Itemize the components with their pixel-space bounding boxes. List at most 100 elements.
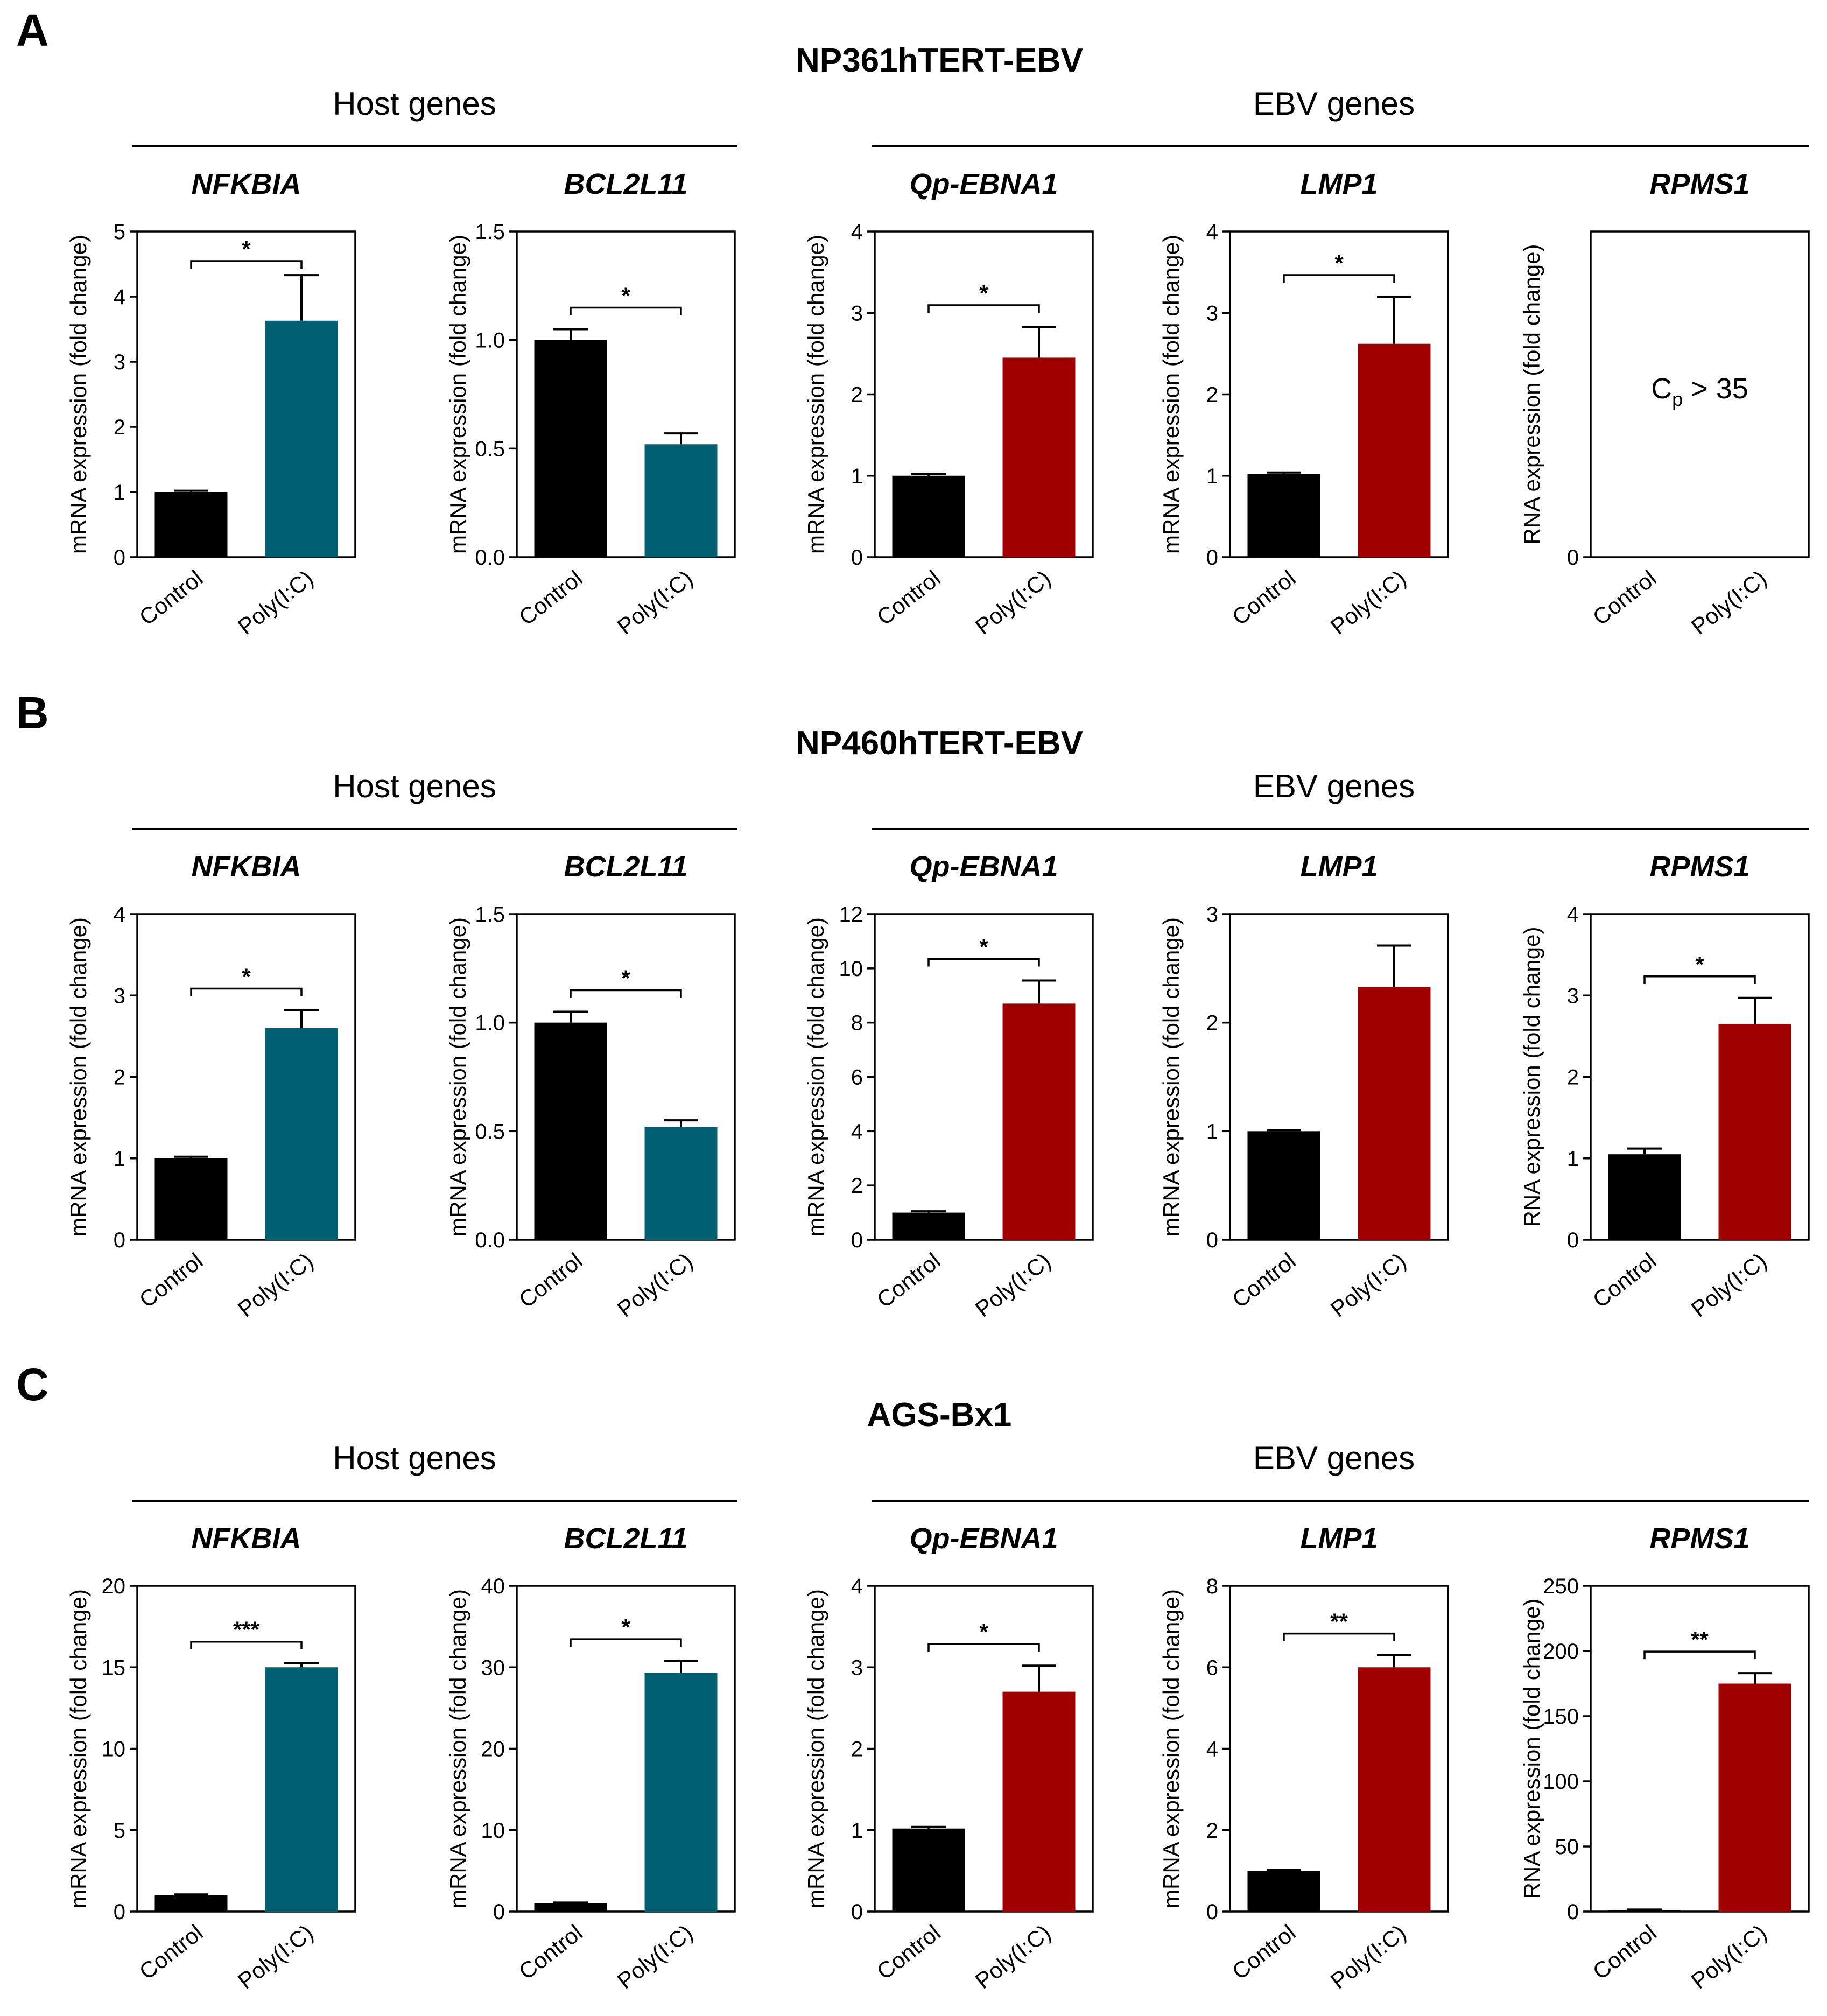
y-tick-label: 2 [1567, 1066, 1579, 1090]
y-tick-label: 20 [481, 1738, 505, 1761]
gene-title: NFKBIA [192, 1522, 301, 1555]
panel-letter-c: C [16, 1359, 49, 1410]
category-label-control: Control [1588, 1248, 1661, 1312]
bar-poly-ic [1002, 1003, 1076, 1240]
chart-qp-ebna1: Qp-EBNA1 0 1 2 3 4 mRNA expression (fold chang… [803, 1522, 1094, 1994]
category-label-control: Control [1588, 1920, 1661, 1984]
y-tick-label: 0.0 [475, 1228, 505, 1252]
y-tick-label: 1 [851, 1819, 863, 1843]
y-axis-label: mRNA expression (fold change) [1158, 235, 1184, 554]
y-tick-label: 0 [1567, 1900, 1579, 1924]
y-tick-label: 1 [1567, 1147, 1579, 1171]
category-label-poly-ic: Poly(I:C) [1326, 565, 1411, 640]
bar-poly-ic [1718, 1024, 1791, 1240]
bar-poly-ic [1358, 343, 1431, 557]
y-tick-label: 0 [114, 1228, 125, 1252]
y-tick-label: 4 [114, 285, 125, 309]
significance-bracket [190, 1640, 303, 1649]
plot-frame [136, 230, 356, 558]
y-tick-label: 0 [1567, 1228, 1579, 1252]
y-tick-label: 2 [114, 1066, 125, 1090]
y-tick-label: 3 [851, 1656, 863, 1680]
plot-frame [1590, 230, 1810, 558]
y-axis-label: mRNA expression (fold change) [66, 1589, 91, 1908]
y-tick-label: 4 [114, 903, 125, 926]
y-tick-label: 250 [1543, 1575, 1579, 1598]
bar-poly-ic [644, 1127, 718, 1240]
gene-title: RPMS1 [1649, 168, 1749, 200]
y-tick-label: 0 [1206, 1228, 1218, 1252]
y-tick-label: 1.0 [475, 329, 505, 353]
category-label-control: Control [135, 1920, 208, 1984]
significance-bracket [1283, 1632, 1395, 1641]
category-label-poly-ic: Poly(I:C) [613, 565, 698, 640]
category-label-control: Control [135, 1248, 208, 1312]
significance-bracket [927, 304, 1040, 313]
bar-control [154, 492, 228, 557]
y-tick-label: 2 [114, 416, 125, 439]
cp-note: Cp > 35 [1651, 373, 1748, 410]
chart-nfkbia: NFKBIA 0 1 2 3 4 mRNA expression (fold change)… [66, 851, 356, 1322]
y-tick-label: 3 [114, 350, 125, 374]
cell-line-title: NP361hTERT-EBV [796, 42, 1083, 79]
bar-control [892, 1212, 965, 1240]
bar-control [1247, 1871, 1320, 1912]
y-tick-label: 12 [839, 903, 863, 926]
y-tick-label: 1 [114, 1147, 125, 1171]
y-axis-label: mRNA expression (fold change) [445, 235, 470, 554]
bar-control [154, 1895, 228, 1912]
bar-poly-ic [265, 320, 338, 557]
category-label-poly-ic: Poly(I:C) [1326, 1920, 1411, 1994]
y-tick-label: 5 [114, 1819, 125, 1843]
y-tick-label: 15 [102, 1656, 126, 1680]
bar-control [1247, 1131, 1320, 1240]
significance-marker: * [242, 236, 251, 262]
gene-title: BCL2L11 [564, 168, 687, 200]
y-tick-label: 0.0 [475, 546, 505, 570]
category-label-control: Control [514, 1248, 587, 1312]
y-tick-label: 2 [1206, 1819, 1218, 1843]
y-tick-label: 0 [851, 546, 863, 570]
significance-bracket [570, 1638, 682, 1647]
ebv-genes-label: EBV genes [1253, 1440, 1415, 1476]
category-label-poly-ic: Poly(I:C) [1687, 565, 1772, 640]
y-tick-label: 1.5 [475, 903, 505, 926]
bar-poly-ic [1002, 357, 1076, 557]
gene-title: NFKBIA [192, 168, 301, 200]
y-tick-label: 0 [1567, 546, 1579, 570]
chart-qp-ebna1: Qp-EBNA1 0 1 2 3 4 mRNA expression (fold chang… [803, 168, 1094, 640]
category-label-control: Control [872, 1248, 945, 1312]
y-tick-label: 0 [1206, 1900, 1218, 1924]
significance-bracket [570, 989, 682, 998]
y-tick-label: 1 [1206, 1120, 1218, 1143]
y-axis-label: mRNA expression (fold change) [803, 1589, 828, 1908]
y-tick-label: 8 [851, 1011, 863, 1035]
chart-bcl2l11: BCL2L11 0 10 20 30 40 mRNA expression (fold ch… [445, 1522, 736, 1994]
plot-frame [1590, 1585, 1810, 1913]
y-axis-label: mRNA expression (fold change) [445, 917, 470, 1237]
cp-note-sub: p [1672, 388, 1683, 410]
panel-letter-b: B [16, 687, 49, 738]
significance-marker: *** [233, 1617, 260, 1642]
y-tick-label: 40 [481, 1575, 505, 1598]
y-axis-label: mRNA expression (fold change) [803, 235, 828, 554]
category-label-poly-ic: Poly(I:C) [971, 1920, 1056, 1994]
y-tick-label: 3 [114, 984, 125, 1008]
y-tick-label: 0.5 [475, 1120, 505, 1143]
bar-control [534, 1903, 607, 1912]
y-tick-label: 1 [114, 481, 125, 504]
bar-poly-ic [1358, 987, 1431, 1240]
ebv-genes-label: EBV genes [1253, 86, 1415, 122]
category-label-poly-ic: Poly(I:C) [1687, 1248, 1772, 1322]
y-tick-label: 3 [1206, 903, 1218, 926]
gene-title: Qp-EBNA1 [909, 168, 1058, 200]
chart-rpms1: RPMS1 0 1 2 3 4 RNA expression (fold change) Co… [1519, 851, 1810, 1322]
gene-title: Qp-EBNA1 [909, 851, 1058, 883]
significance-bracket [927, 958, 1040, 967]
significance-bracket [570, 306, 682, 315]
category-label-control: Control [1588, 565, 1661, 630]
y-tick-label: 0 [114, 1900, 125, 1924]
